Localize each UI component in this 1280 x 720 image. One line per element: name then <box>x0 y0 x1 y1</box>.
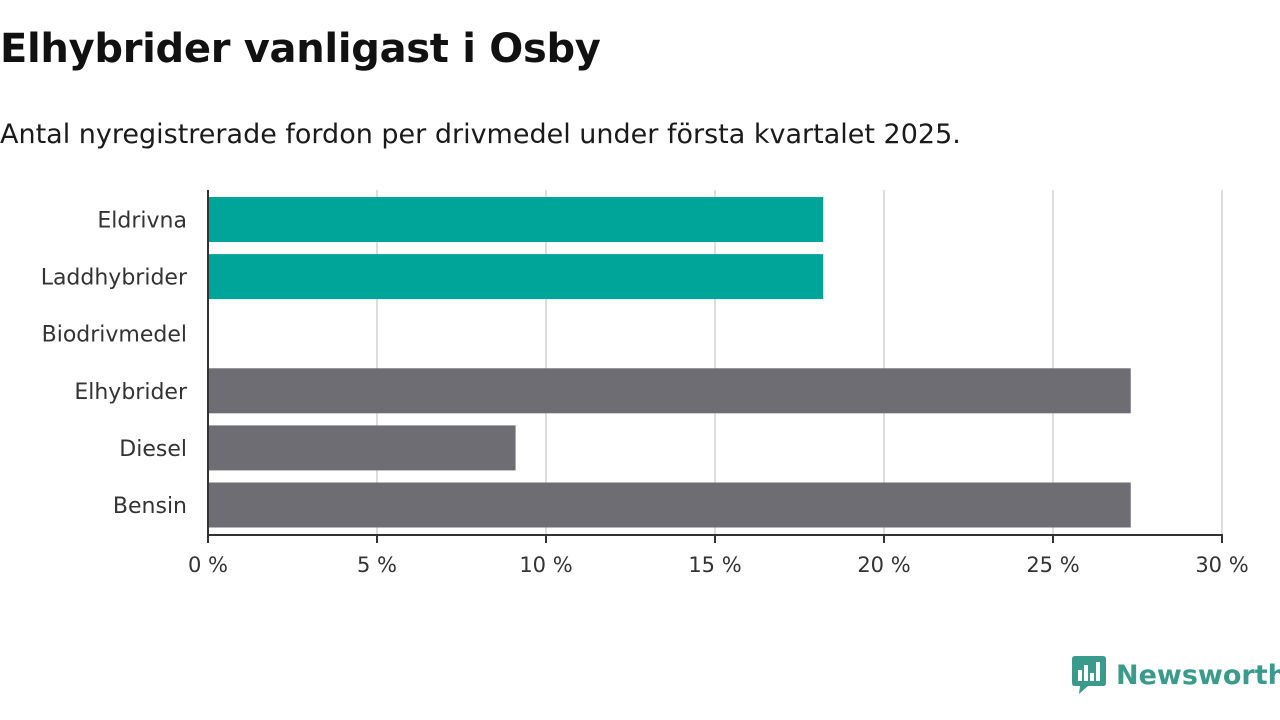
x-tick-label-4: 20 % <box>857 553 910 577</box>
x-tick-label-3: 15 % <box>688 553 741 577</box>
bar-laddhybrider <box>208 254 824 300</box>
bar-elhybrider <box>208 368 1131 414</box>
category-label-diesel: Diesel <box>119 437 187 462</box>
bar-bensin <box>208 482 1131 528</box>
x-tick-label-2: 10 % <box>519 553 572 577</box>
x-tick-label-0: 0 % <box>188 553 228 577</box>
category-label-eldrivna: Eldrivna <box>97 209 187 234</box>
x-tick-label-1: 5 % <box>357 553 397 577</box>
newsworthy-logo: Newsworthy <box>1072 656 1280 694</box>
bar-diesel <box>208 425 516 471</box>
category-label-bensin: Bensin <box>113 494 187 519</box>
category-label-elhybrider: Elhybrider <box>74 380 188 405</box>
newsworthy-chart-bubble-icon <box>1072 656 1106 694</box>
chart-title: Elhybrider vanligast i Osby <box>0 26 601 72</box>
newsworthy-logo-text: Newsworthy <box>1116 659 1280 691</box>
x-tick-label-6: 30 % <box>1195 553 1248 577</box>
x-tick-label-5: 25 % <box>1026 553 1079 577</box>
bar-eldrivna <box>208 197 824 242</box>
chart-subtitle: Antal nyregistrerade fordon per drivmede… <box>0 119 961 150</box>
category-label-laddhybrider: Laddhybrider <box>41 266 188 291</box>
category-label-biodrivmedel: Biodrivmedel <box>42 323 187 348</box>
